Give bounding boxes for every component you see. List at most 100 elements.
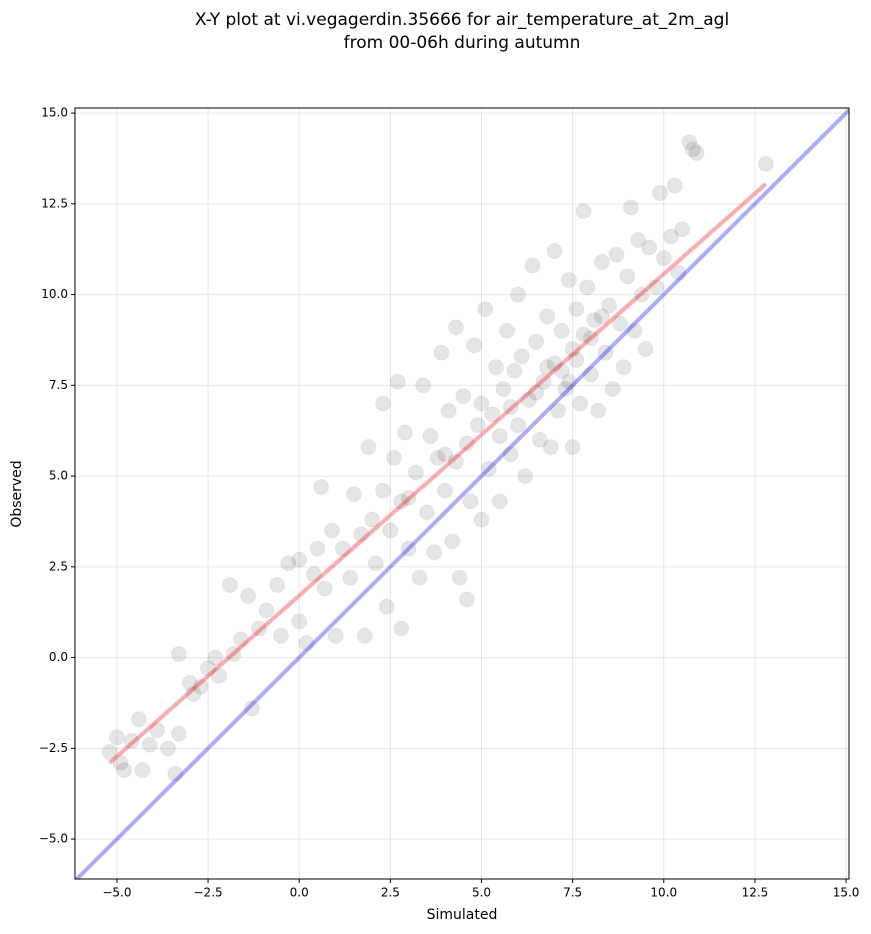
scatter-point bbox=[528, 333, 545, 350]
scatter-point bbox=[513, 348, 530, 365]
scatter-point bbox=[553, 322, 570, 339]
y-axis-label: Observed bbox=[9, 460, 25, 527]
scatter-point bbox=[240, 587, 257, 604]
scatter-point bbox=[670, 264, 687, 281]
scatter-point bbox=[364, 511, 381, 528]
x-tick-label: 10.0 bbox=[650, 886, 677, 900]
scatter-point bbox=[480, 460, 497, 477]
scatter-point bbox=[393, 620, 410, 637]
scatter-point bbox=[524, 257, 541, 274]
scatter-point bbox=[652, 184, 669, 201]
scatter-point bbox=[499, 322, 516, 339]
scatter-point bbox=[561, 272, 578, 289]
scatter-point bbox=[298, 635, 315, 652]
scatter-point bbox=[375, 482, 392, 499]
scatter-point bbox=[601, 297, 618, 314]
scatter-point bbox=[593, 253, 610, 270]
scatter-point bbox=[509, 417, 526, 434]
x-tick-label: −5.0 bbox=[102, 886, 131, 900]
y-tick-label: 2.5 bbox=[49, 559, 68, 573]
scatter-point bbox=[429, 449, 446, 466]
scatter-point bbox=[396, 424, 413, 441]
scatter-point bbox=[440, 402, 457, 419]
scatter-point bbox=[327, 627, 344, 644]
scatter-point bbox=[258, 602, 275, 619]
scatter-point bbox=[112, 754, 129, 771]
scatter-point bbox=[353, 526, 370, 543]
scatter-point bbox=[447, 319, 464, 336]
scatter-point bbox=[619, 268, 636, 285]
scatter-point bbox=[564, 439, 581, 456]
scatter-point bbox=[757, 155, 774, 172]
scatter-point bbox=[232, 631, 249, 648]
scatter-point bbox=[539, 359, 556, 376]
x-tick-label: 12.5 bbox=[742, 886, 769, 900]
scatter-point bbox=[415, 377, 432, 394]
chart-title: X-Y plot at vi.vegagerdin.35666 for air_… bbox=[195, 10, 729, 30]
scatter-point bbox=[553, 362, 570, 379]
scatter-point bbox=[375, 395, 392, 412]
scatter-point bbox=[491, 493, 508, 510]
scatter-point bbox=[437, 446, 454, 463]
scatter-point bbox=[473, 395, 490, 412]
y-tick-label: 5.0 bbox=[49, 469, 68, 483]
scatter-point bbox=[466, 337, 483, 354]
scatter-point bbox=[444, 533, 461, 550]
scatter-point bbox=[170, 725, 187, 742]
scatter-point bbox=[130, 711, 147, 728]
scatter-point bbox=[407, 464, 424, 481]
scatter-point bbox=[251, 620, 268, 637]
x-tick-label: 15.0 bbox=[833, 886, 860, 900]
scatter-point bbox=[324, 522, 341, 539]
x-tick-label: 2.5 bbox=[381, 886, 400, 900]
scatter-point bbox=[422, 428, 439, 445]
scatter-point bbox=[291, 613, 308, 630]
scatter-point bbox=[418, 504, 435, 521]
scatter-point bbox=[367, 555, 384, 572]
scatter-point bbox=[666, 177, 683, 194]
scatter-point bbox=[630, 232, 647, 249]
scatter-point bbox=[316, 580, 333, 597]
scatter-point bbox=[221, 576, 238, 593]
scatter-point bbox=[535, 373, 552, 390]
scatter-point bbox=[451, 569, 468, 586]
scatter-point bbox=[225, 645, 242, 662]
scatter-point bbox=[502, 399, 519, 416]
scatter-point bbox=[469, 417, 486, 434]
scatter-point bbox=[181, 674, 198, 691]
scatter-point bbox=[590, 402, 607, 419]
scatter-point bbox=[386, 449, 403, 466]
scatter-point bbox=[626, 322, 643, 339]
scatter-point bbox=[411, 569, 428, 586]
scatter-point bbox=[455, 388, 472, 405]
scatter-point bbox=[280, 555, 297, 572]
x-tick-label: 5.0 bbox=[472, 886, 491, 900]
fit-line bbox=[108, 182, 768, 765]
scatter-point bbox=[593, 308, 610, 325]
scatter-point bbox=[648, 279, 665, 296]
scatter-point bbox=[612, 315, 629, 332]
scatter-point bbox=[622, 199, 639, 216]
scatter-point bbox=[608, 246, 625, 263]
scatter-point bbox=[484, 406, 501, 423]
scatter-point bbox=[550, 402, 567, 419]
scatter-point bbox=[101, 743, 118, 760]
scatter-point bbox=[568, 351, 585, 368]
scatter-point bbox=[564, 341, 581, 358]
scatter-point bbox=[170, 645, 187, 662]
scatter-point bbox=[108, 729, 125, 746]
scatter-point bbox=[141, 736, 158, 753]
scatter-point bbox=[309, 540, 326, 557]
scatter-point bbox=[528, 384, 545, 401]
scatter-point bbox=[531, 431, 548, 448]
y-tick-label: −2.5 bbox=[39, 741, 68, 755]
scatter-point bbox=[305, 566, 322, 583]
scatter-point bbox=[539, 308, 556, 325]
scatter-point bbox=[597, 344, 614, 361]
y-tick-label: 12.5 bbox=[41, 196, 68, 210]
scatter-point bbox=[207, 649, 224, 666]
scatter-point bbox=[291, 551, 308, 568]
scatter-point bbox=[400, 540, 417, 557]
scatter-point bbox=[582, 330, 599, 347]
